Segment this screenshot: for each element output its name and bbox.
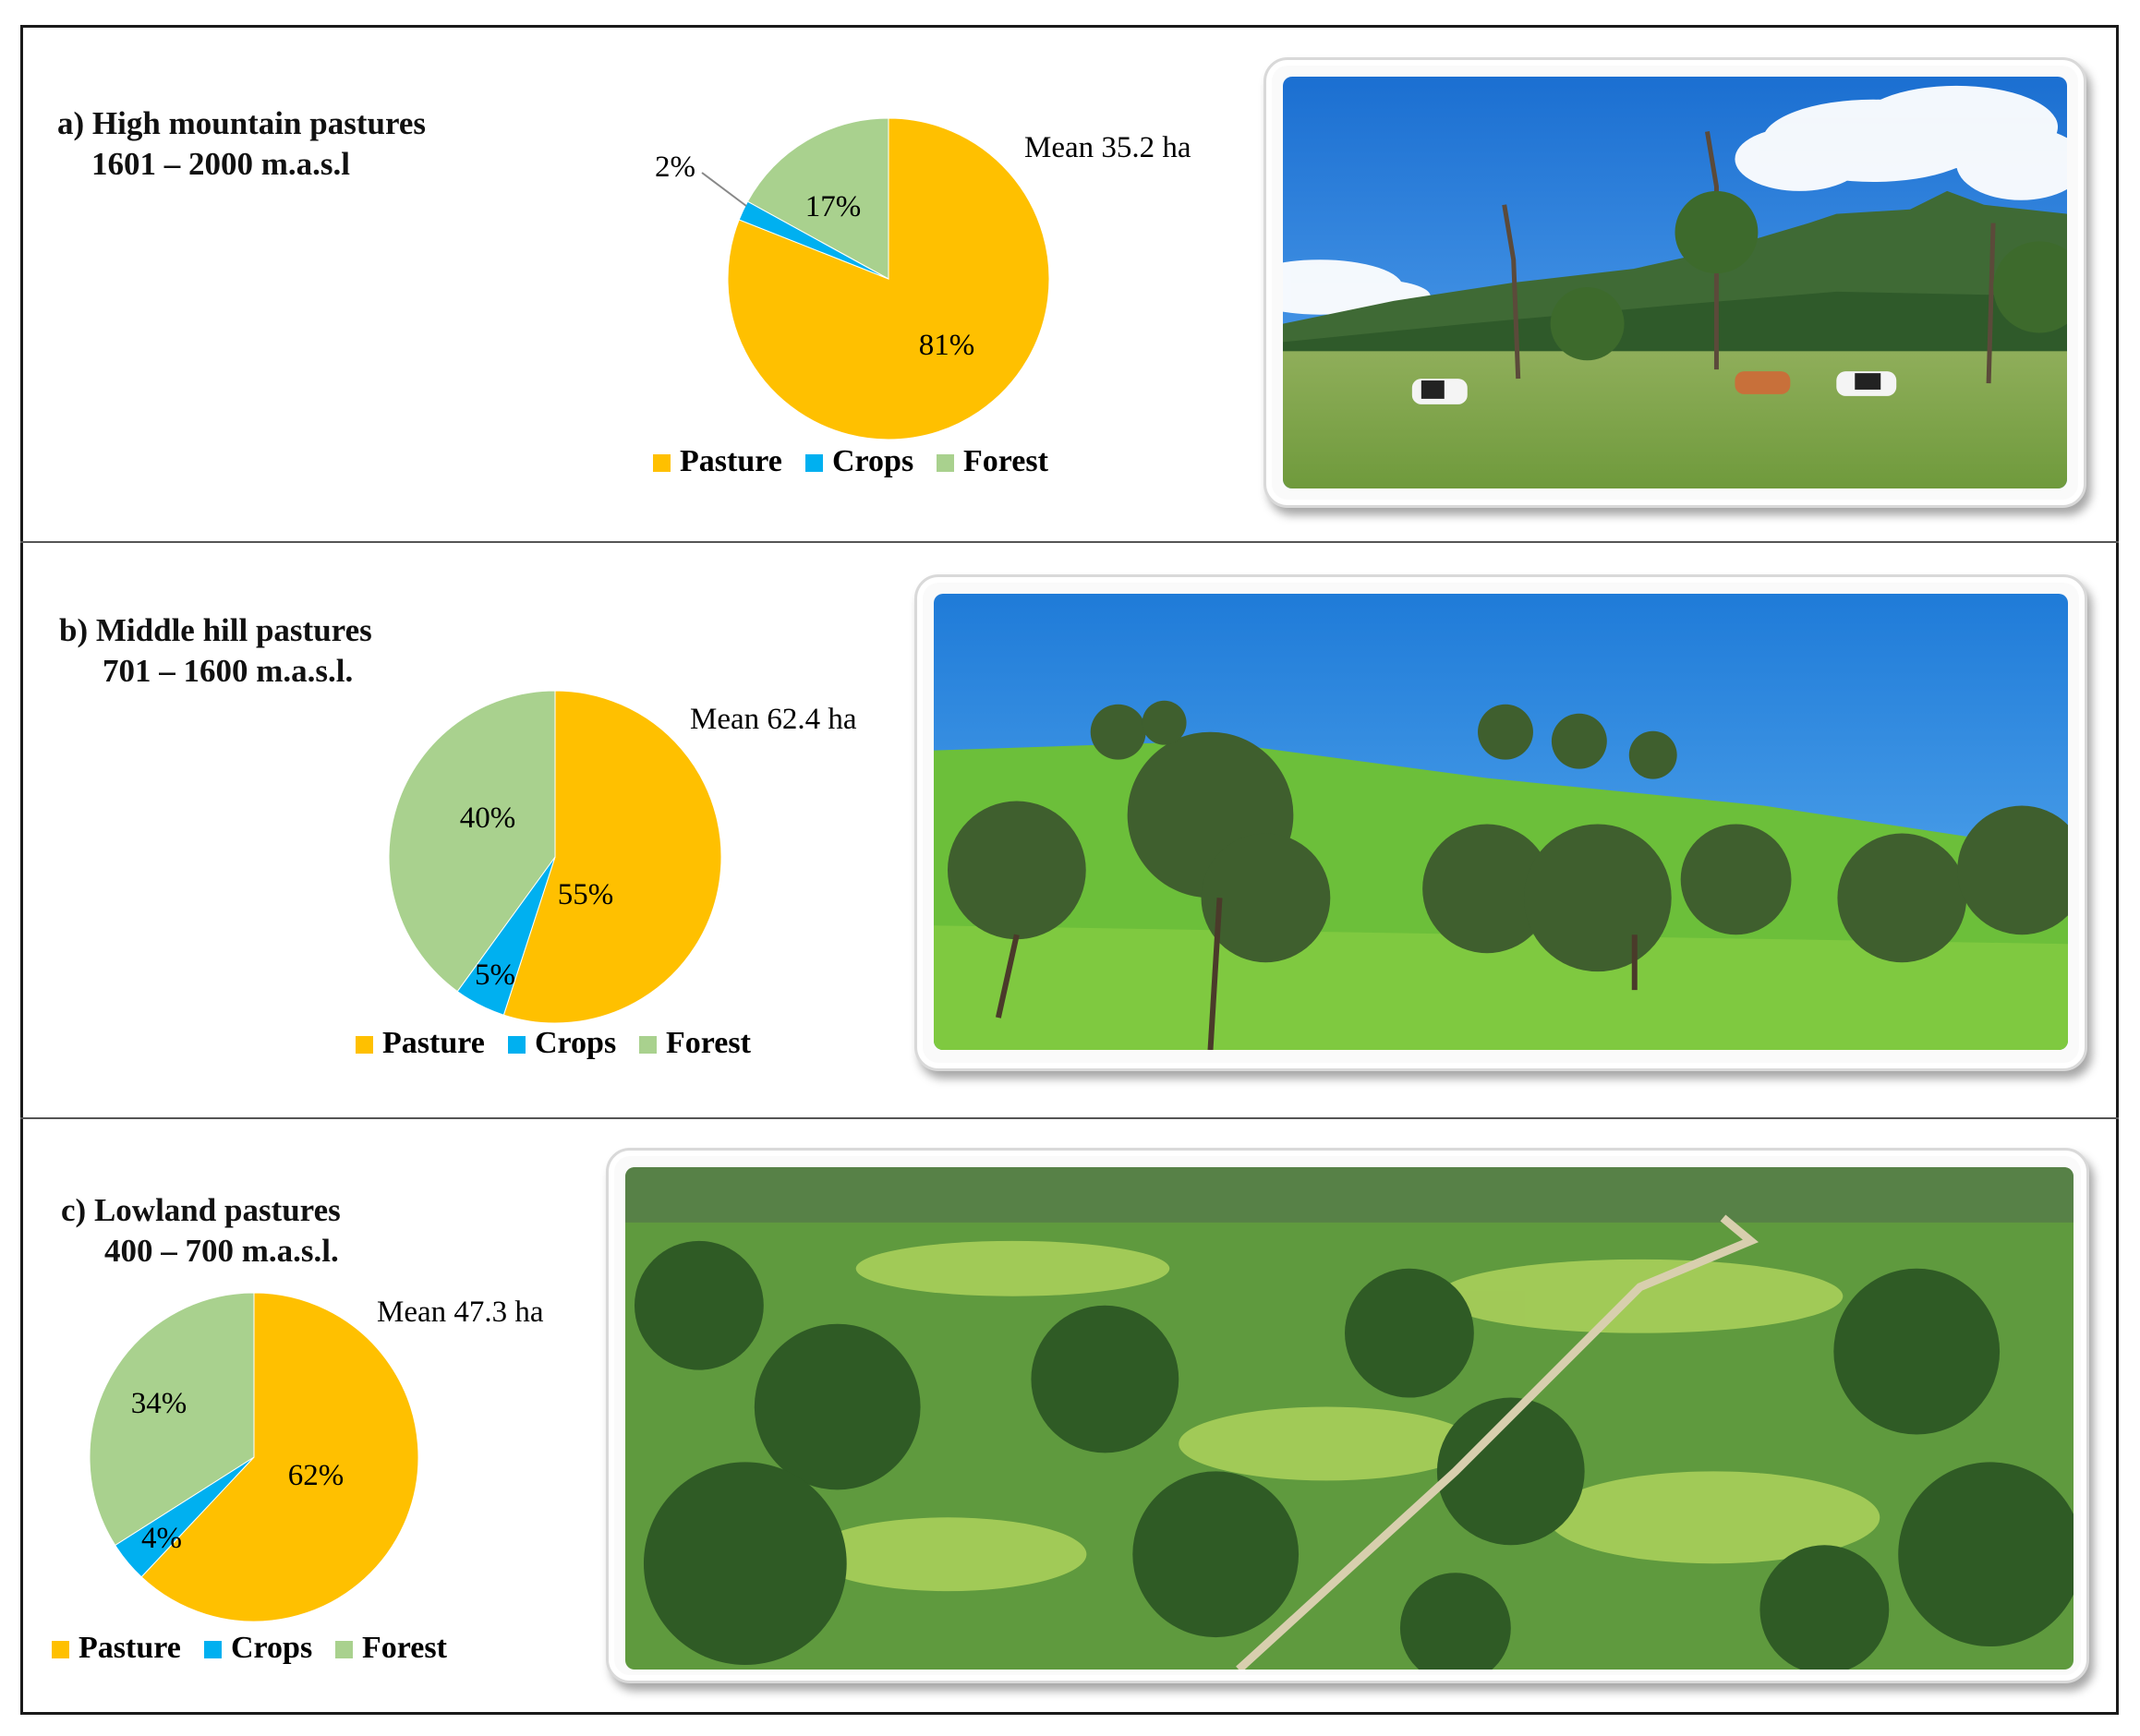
- legend-swatch-forest: [335, 1641, 353, 1658]
- photo-middle-hill: [934, 594, 2068, 1050]
- legend: Pasture Crops Forest: [356, 1026, 752, 1060]
- legend-label-pasture: Pasture: [382, 1026, 485, 1060]
- legend-label-crops: Crops: [832, 444, 913, 478]
- slice-label-forest: 40%: [460, 802, 516, 835]
- legend-label-crops: Crops: [231, 1631, 312, 1665]
- legend-swatch-pasture: [52, 1641, 69, 1658]
- legend-swatch-forest: [639, 1036, 657, 1054]
- photo-middle-hill-card: [914, 574, 2087, 1071]
- legend-label-forest: Forest: [362, 1631, 448, 1665]
- photo-high-mountain-card: [1263, 57, 2086, 508]
- pie-slice-forest: [89, 1292, 255, 1547]
- legend-swatch-forest: [937, 454, 954, 472]
- pie-slice-pasture: [502, 690, 722, 1024]
- pie-chart-b: 55% 5% 40% Mean 62.4 ha Pasture Crops Fore…: [356, 690, 857, 1060]
- slice-label-forest: 34%: [131, 1387, 187, 1420]
- photo-lowland: [625, 1167, 2074, 1670]
- mean-area: Mean 62.4 ha: [690, 703, 857, 736]
- slice-label-crops: 2%: [655, 151, 695, 184]
- panel-heading: High mountain pastures: [91, 105, 427, 141]
- slice-label-crops: 5%: [475, 958, 515, 992]
- legend: Pasture Crops Forest: [52, 1631, 448, 1665]
- pie-slice-forest: [388, 690, 556, 993]
- pie-slice-pasture: [140, 1292, 419, 1622]
- panel-c-title: c) Lowland pastures 400 – 700 m.a.s.l.: [61, 1190, 341, 1272]
- panel-divider: [20, 1117, 2119, 1119]
- mean-area: Mean 47.3 ha: [377, 1296, 544, 1329]
- panel-label: c): [61, 1192, 87, 1228]
- elevation-range: 1601 – 2000 m.a.s.l: [91, 145, 350, 182]
- legend: Pasture Crops Forest: [653, 444, 1049, 478]
- panel-heading: Lowland pastures: [93, 1192, 341, 1228]
- panel-heading: Middle hill pastures: [95, 612, 372, 648]
- photo-high-mountain: [1283, 77, 2067, 488]
- panel-divider: [20, 541, 2119, 543]
- elevation-range: 400 – 700 m.a.s.l.: [104, 1232, 339, 1269]
- panel-b-title: b) Middle hill pastures 701 – 1600 m.a.s…: [59, 610, 372, 692]
- mean-area: Mean 35.2 ha: [1024, 131, 1191, 164]
- panel-label: b): [59, 612, 89, 648]
- pie-chart-a: 81% 2% 17% Mean 35.2 ha Pasture Crops Fore…: [653, 117, 1191, 478]
- legend-label-forest: Forest: [666, 1026, 752, 1060]
- legend-label-pasture: Pasture: [680, 444, 782, 478]
- legend-label-forest: Forest: [963, 444, 1049, 478]
- pie-slice-forest: [746, 117, 889, 280]
- leader-line: [701, 172, 747, 207]
- slice-label-pasture: 55%: [558, 878, 614, 911]
- photo-lowland-card: [606, 1148, 2089, 1683]
- slice-label-pasture: 81%: [919, 329, 975, 362]
- legend-swatch-crops: [508, 1036, 526, 1054]
- slice-label-pasture: 62%: [288, 1459, 345, 1492]
- legend-label-pasture: Pasture: [79, 1631, 181, 1665]
- panel-label: a): [57, 105, 85, 141]
- panel-a-title: a) High mountain pastures 1601 – 2000 m.…: [57, 103, 426, 185]
- elevation-range: 701 – 1600 m.a.s.l.: [103, 652, 354, 689]
- figure-frame: [20, 25, 2119, 1715]
- legend-swatch-pasture: [356, 1036, 373, 1054]
- legend-swatch-crops: [805, 454, 823, 472]
- slice-label-forest: 17%: [805, 190, 862, 223]
- legend-swatch-pasture: [653, 454, 671, 472]
- legend-swatch-crops: [204, 1641, 222, 1658]
- slice-label-crops: 4%: [141, 1522, 182, 1555]
- legend-label-crops: Crops: [535, 1026, 616, 1060]
